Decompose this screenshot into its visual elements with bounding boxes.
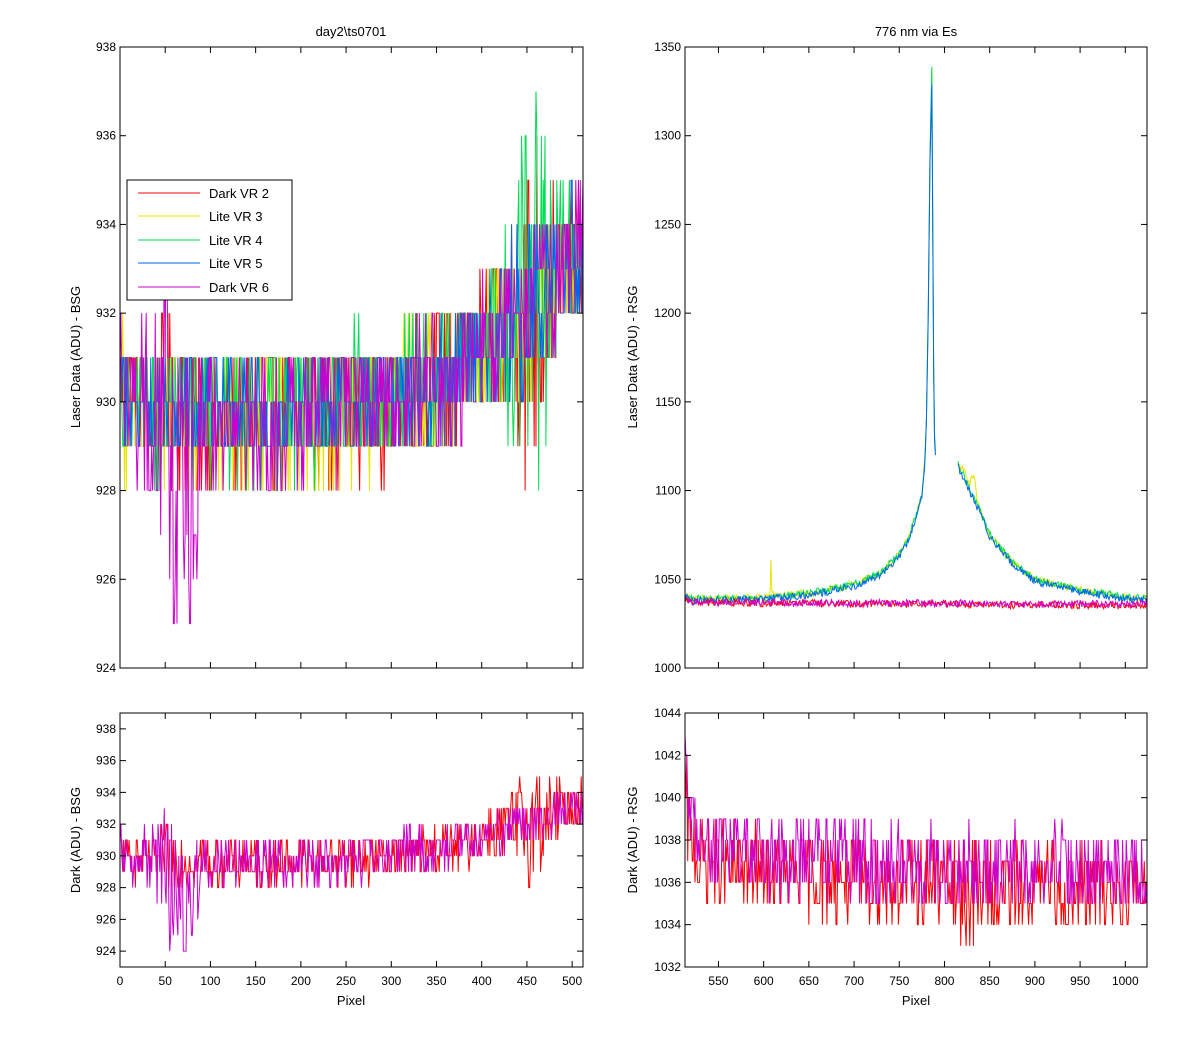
axes-frame-top-right xyxy=(684,46,1148,669)
panel-bottom-left: 0 50 100 150 200 250 300 350 400 450 500 924 926 928 9… xyxy=(68,712,584,1008)
x-tick-label: 700 xyxy=(844,974,864,988)
plot-area-bottom-left xyxy=(120,776,583,952)
y-tick-label: 936 xyxy=(96,129,116,143)
ticks-top-left: 924 926 928 930 932 934 936 938 xyxy=(96,40,583,675)
y-tick-label: 1042 xyxy=(654,748,681,762)
y-tick-label: 930 xyxy=(96,849,116,863)
x-tick-label: 650 xyxy=(799,974,819,988)
x-tick-label: 600 xyxy=(754,974,774,988)
y-tick-label: 1000 xyxy=(654,661,681,675)
series-group xyxy=(120,91,583,625)
x-tick-label: 150 xyxy=(246,974,266,988)
title-top-left: day2\ts0701 xyxy=(316,24,387,39)
x-tick-label: 950 xyxy=(1070,974,1090,988)
series-group xyxy=(120,776,583,952)
ylabel-top-left: Laser Data (ADU) - BSG xyxy=(68,286,83,428)
ticks-bottom-left: 0 50 100 150 200 250 300 350 400 450 500 924 926 928 9… xyxy=(96,713,583,988)
y-tick-label: 924 xyxy=(96,944,116,958)
y-tick-label: 1300 xyxy=(654,129,681,143)
y-tick-label: 930 xyxy=(96,395,116,409)
y-tick-label: 1350 xyxy=(654,40,681,54)
x-tick-label: 1000 xyxy=(1112,974,1139,988)
y-tick-label: 1250 xyxy=(654,217,681,231)
plot-area-top-left xyxy=(120,91,583,625)
series-line-dark-vr-6 xyxy=(685,597,1147,610)
y-tick-label: 926 xyxy=(96,572,116,586)
y-tick-label: 1034 xyxy=(654,918,681,932)
y-tick-label: 1040 xyxy=(654,791,681,805)
series-line-dark-vr-6 xyxy=(685,734,1147,904)
y-tick-label: 928 xyxy=(96,484,116,498)
x-tick-label: 400 xyxy=(472,974,492,988)
ylabel-bottom-right: Dark (ADU) - RSG xyxy=(625,787,640,894)
panel-bottom-right: 550 600 650 700 750 800 850 900 950 1000 1032 1034 1… xyxy=(625,706,1148,1008)
x-tick-label: 800 xyxy=(934,974,954,988)
x-tick-label: 300 xyxy=(381,974,401,988)
x-tick-label: 900 xyxy=(1025,974,1045,988)
x-tick-label: 0 xyxy=(117,974,124,988)
series-line-lite-vr-3 xyxy=(957,461,1147,602)
y-tick-label: 1036 xyxy=(654,875,681,889)
xlabel-bottom-left: Pixel xyxy=(337,993,365,1008)
y-tick-label: 926 xyxy=(96,912,116,926)
legend-label-lite-vr-4: Lite VR 4 xyxy=(209,233,262,248)
x-tick-label: 200 xyxy=(291,974,311,988)
x-tick-label: 550 xyxy=(708,974,728,988)
y-tick-label: 928 xyxy=(96,881,116,895)
y-tick-label: 932 xyxy=(96,817,116,831)
y-tick-label: 1100 xyxy=(655,484,681,498)
title-top-right: 776 nm via Es xyxy=(875,24,958,39)
y-tick-label: 1200 xyxy=(654,306,681,320)
series-line-dark-vr-6 xyxy=(120,180,583,625)
panel-top-right: 1000 1050 1100 1150 1200 1250 1300 1350 776 nm … xyxy=(625,24,1148,675)
x-tick-label: 500 xyxy=(562,974,582,988)
x-tick-label: 850 xyxy=(980,974,1000,988)
x-tick-label: 450 xyxy=(517,974,537,988)
ylabel-bottom-left: Dark (ADU) - BSG xyxy=(68,787,83,893)
axes-frame-bottom-left xyxy=(119,712,584,968)
axes-frame-top-left xyxy=(119,46,584,669)
y-tick-label: 1038 xyxy=(654,833,681,847)
y-tick-label: 934 xyxy=(96,785,116,799)
series-group xyxy=(685,66,1147,611)
ylabel-top-right: Laser Data (ADU) - RSG xyxy=(625,285,640,428)
y-tick-label: 938 xyxy=(96,40,116,54)
plot-area-top-right xyxy=(685,66,1147,611)
y-tick-label: 938 xyxy=(96,722,116,736)
ticks-bottom-right: 550 600 650 700 750 800 850 900 950 1000 1032 1034 1… xyxy=(654,706,1147,988)
y-tick-label: 936 xyxy=(96,754,116,768)
y-tick-label: 1050 xyxy=(654,572,681,586)
y-tick-label: 934 xyxy=(96,217,116,231)
x-tick-label: 100 xyxy=(200,974,220,988)
series-group xyxy=(685,734,1147,946)
x-tick-label: 50 xyxy=(159,974,173,988)
series-line-lite-vr-5 xyxy=(957,463,1147,604)
y-tick-label: 932 xyxy=(96,306,116,320)
y-tick-label: 1032 xyxy=(654,960,681,974)
legend: Dark VR 2 Lite VR 3 Lite VR 4 Lite VR 5 … xyxy=(126,179,293,301)
legend-label-dark-vr-2: Dark VR 2 xyxy=(209,186,269,201)
y-tick-label: 1044 xyxy=(654,706,681,720)
y-tick-label: 1150 xyxy=(655,395,681,409)
xlabel-bottom-right: Pixel xyxy=(902,993,930,1008)
panel-top-left: 924 926 928 930 932 934 936 938 day2\ts0701 Las… xyxy=(68,24,584,675)
series-line-dark-vr-6 xyxy=(120,791,583,952)
x-tick-label: 750 xyxy=(889,974,909,988)
plot-area-bottom-right xyxy=(685,734,1147,946)
x-tick-label: 250 xyxy=(336,974,356,988)
legend-label-lite-vr-5: Lite VR 5 xyxy=(209,256,262,271)
legend-label-dark-vr-6: Dark VR 6 xyxy=(209,280,269,295)
y-tick-label: 924 xyxy=(96,661,116,675)
legend-label-lite-vr-3: Lite VR 3 xyxy=(209,209,262,224)
x-tick-label: 350 xyxy=(426,974,446,988)
ticks-top-right: 1000 1050 1100 1150 1200 1250 1300 1350 xyxy=(654,40,1147,675)
